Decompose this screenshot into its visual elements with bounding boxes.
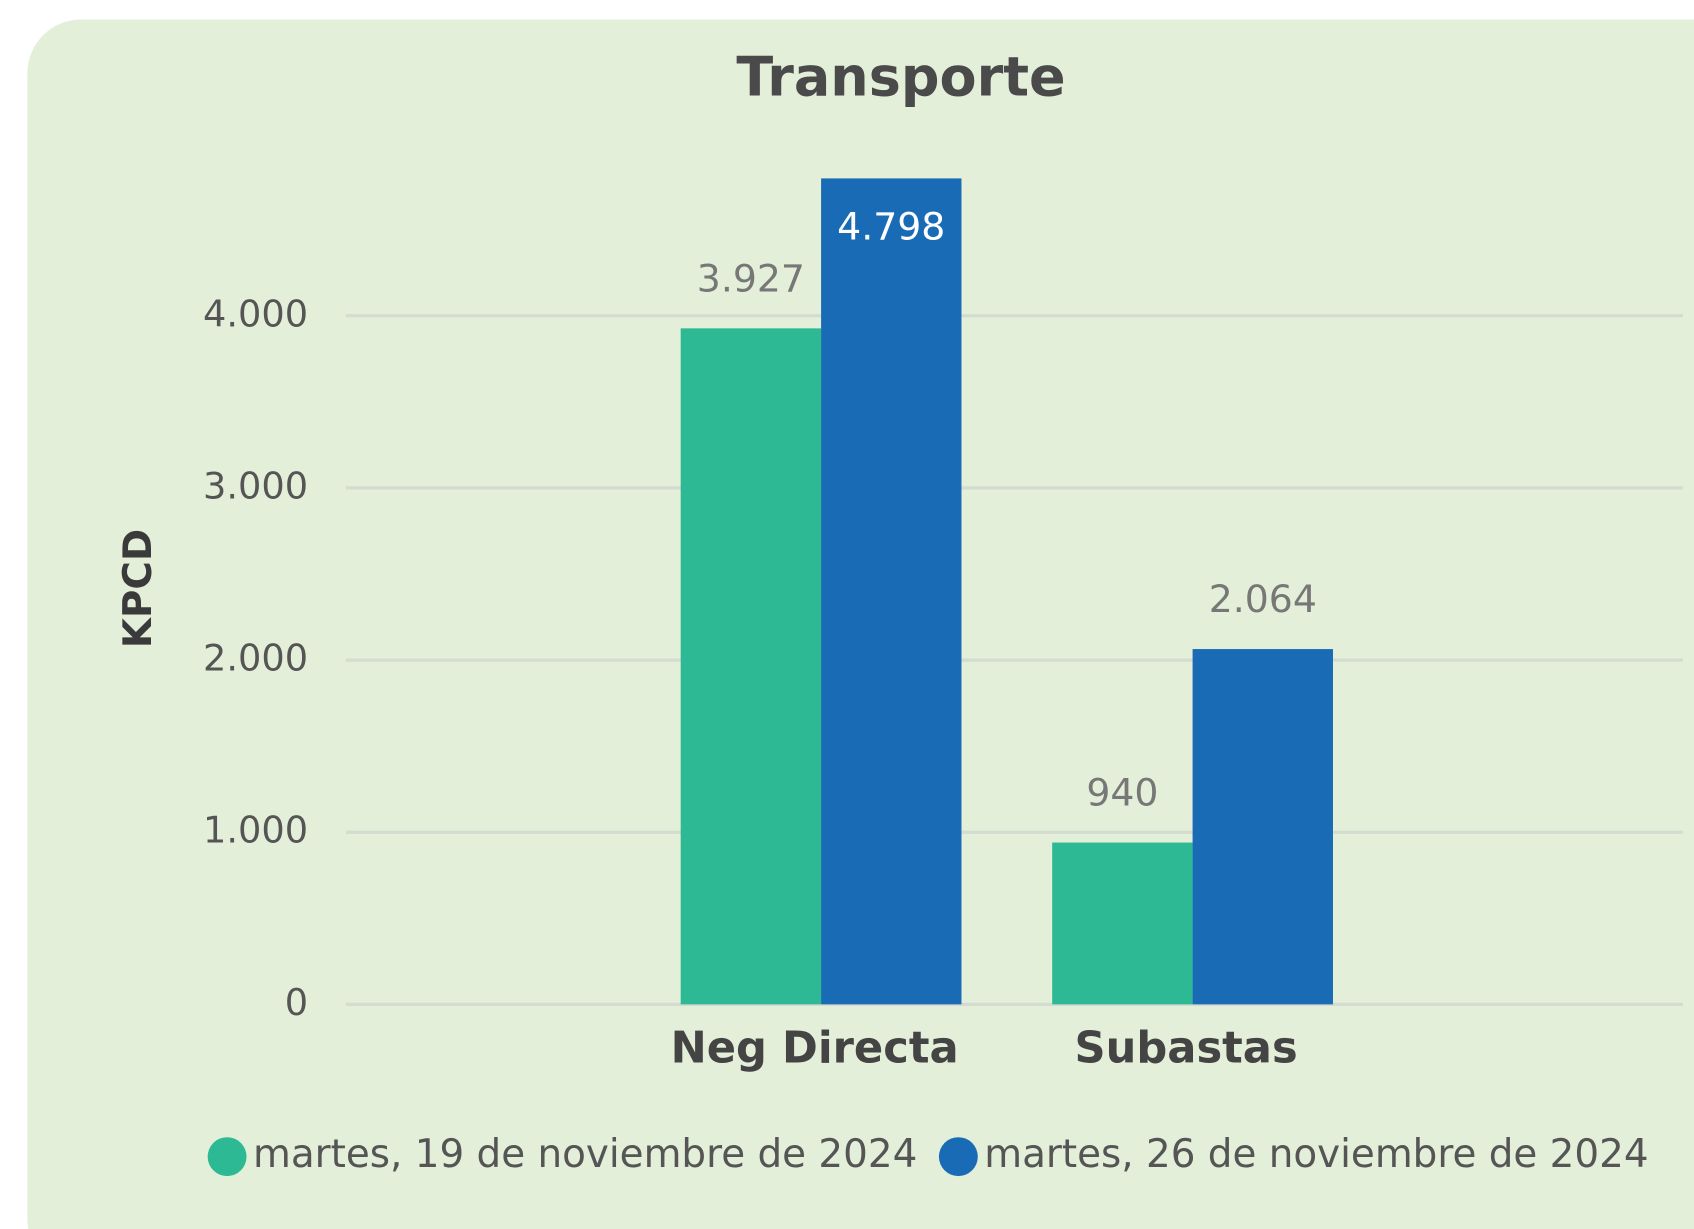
value-label: 2.064: [1209, 577, 1317, 621]
chart-title: Transporte: [736, 46, 1065, 109]
legend-label: martes, 19 de noviembre de 2024: [253, 1132, 917, 1177]
value-label: 4.798: [837, 205, 945, 249]
x-tick-label: Neg Directa: [671, 1023, 959, 1073]
bar: [1052, 842, 1193, 1005]
y-tick-label: 0: [285, 981, 308, 1024]
legend-label: martes, 26 de noviembre de 2024: [984, 1132, 1648, 1177]
bar: [1192, 649, 1333, 1005]
y-tick-label: 4.000: [203, 292, 308, 335]
value-label: 940: [1086, 771, 1158, 815]
bar: [821, 178, 962, 1005]
y-tick-label: 3.000: [203, 464, 308, 507]
y-tick-label: 2.000: [203, 637, 308, 680]
value-label: 3.927: [697, 256, 805, 300]
bar: [680, 328, 822, 1005]
y-tick-label: 1.000: [203, 809, 308, 852]
legend-swatch: [938, 1137, 978, 1177]
legend-swatch: [207, 1137, 247, 1177]
y-axis-label: KPCD: [116, 529, 161, 648]
x-tick-label: Subastas: [1075, 1023, 1298, 1073]
